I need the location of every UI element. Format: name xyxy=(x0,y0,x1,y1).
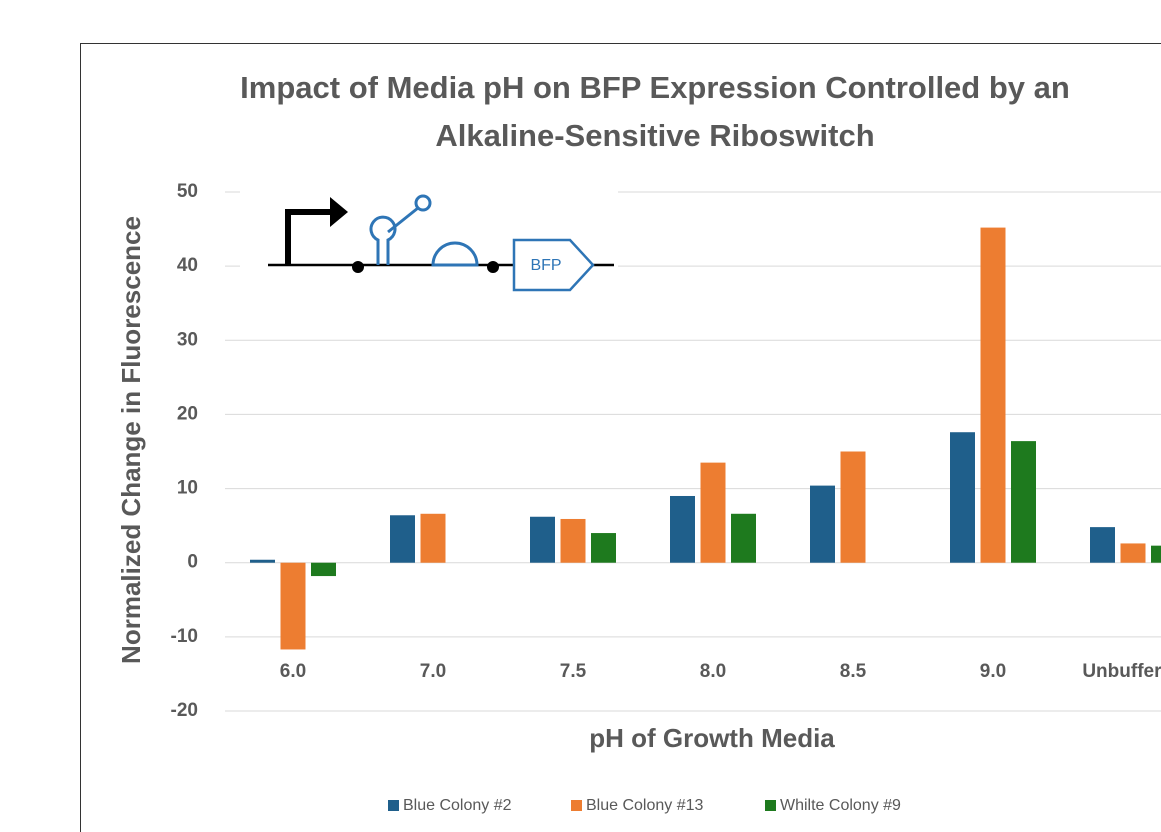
bar xyxy=(731,514,756,563)
bar xyxy=(530,517,555,563)
bar xyxy=(250,560,275,563)
bar xyxy=(701,463,726,563)
x-tick-label: 7.5 xyxy=(560,661,587,682)
legend-label: Whilte Colony #9 xyxy=(780,797,901,814)
x-tick-label: 8.5 xyxy=(840,661,867,682)
legend-swatch xyxy=(388,800,399,811)
bar xyxy=(591,533,616,563)
bar xyxy=(810,486,835,563)
legend-swatch xyxy=(765,800,776,811)
legend-label: Blue Colony #2 xyxy=(403,797,512,814)
bar xyxy=(390,515,415,562)
y-tick-label: 30 xyxy=(177,329,198,350)
bar xyxy=(670,496,695,563)
legend-swatch xyxy=(571,800,582,811)
y-tick-label: 40 xyxy=(177,255,198,276)
y-axis-title: Normalized Change in Fluorescence xyxy=(116,216,146,664)
bar xyxy=(1121,543,1146,562)
bar xyxy=(950,432,975,562)
bar xyxy=(311,563,336,576)
cds-label: BFP xyxy=(530,257,561,274)
x-axis-title: pH of Growth Media xyxy=(589,723,835,753)
bar xyxy=(421,514,446,563)
junction xyxy=(352,261,364,273)
junction xyxy=(487,261,499,273)
x-tick-label: Unbuffered xyxy=(1082,661,1161,682)
bar xyxy=(1151,546,1161,563)
bar xyxy=(1090,527,1115,563)
y-tick-label: 50 xyxy=(177,181,198,202)
riboswitch-loop xyxy=(416,196,430,210)
bar xyxy=(981,228,1006,563)
y-tick-label: 0 xyxy=(187,552,198,573)
x-tick-label: 6.0 xyxy=(280,661,306,682)
y-tick-label: 20 xyxy=(177,403,198,424)
bar xyxy=(281,563,306,650)
x-tick-label: 7.0 xyxy=(420,661,446,682)
legend-label: Blue Colony #13 xyxy=(586,797,704,814)
bar xyxy=(561,519,586,563)
bar xyxy=(841,452,866,563)
inset-diagram: BFP xyxy=(240,185,618,297)
x-tick-label: 9.0 xyxy=(980,661,1006,682)
y-tick-label: -20 xyxy=(171,700,198,721)
chart-title: Impact of Media pH on BFP Expression Con… xyxy=(240,70,1070,105)
y-tick-label: -10 xyxy=(171,626,198,647)
chart-title: Alkaline-Sensitive Riboswitch xyxy=(435,118,874,153)
x-tick-label: 8.0 xyxy=(700,661,726,682)
y-tick-label: 10 xyxy=(177,478,198,499)
chart: BFP Impact of Media pH on BFP Expression… xyxy=(0,0,1161,832)
bar xyxy=(1011,441,1036,563)
